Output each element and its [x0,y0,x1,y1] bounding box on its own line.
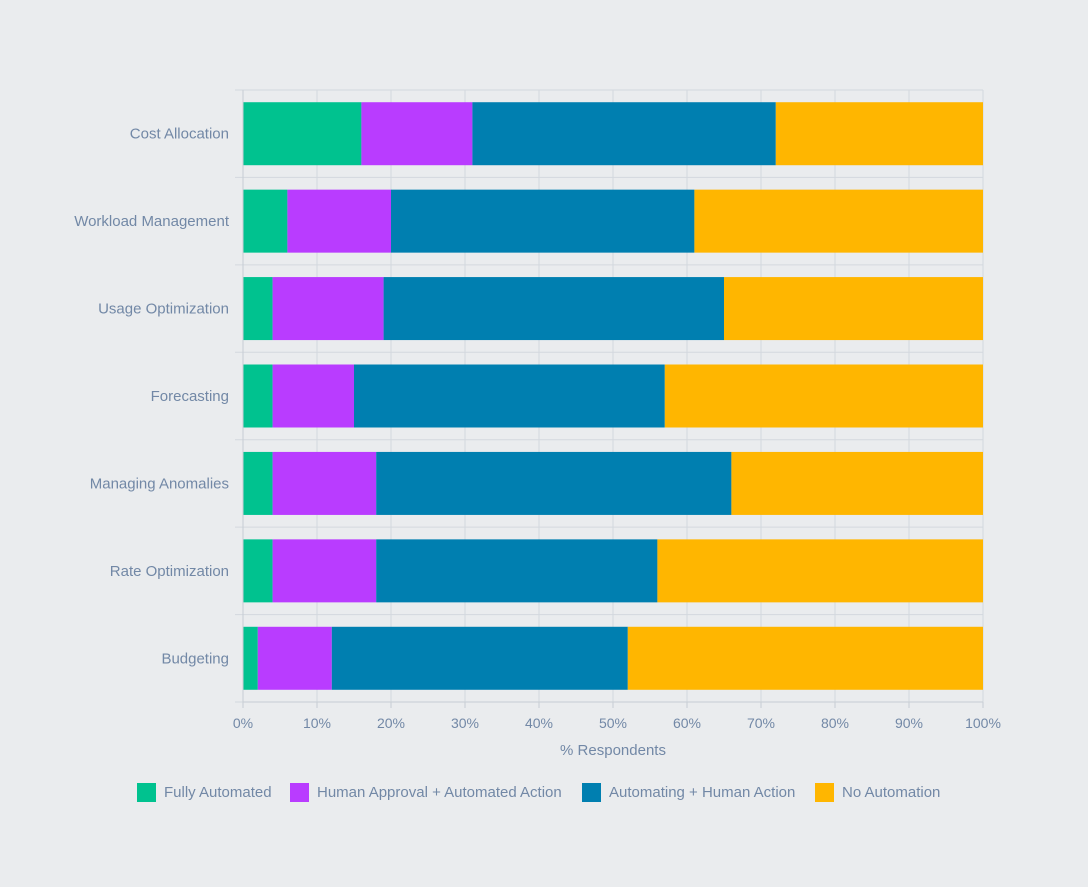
bar-segment [243,102,362,166]
bar-segment [243,364,273,428]
bar-segment [731,451,983,515]
legend-swatch [582,783,601,802]
legend-swatch [815,783,834,802]
bar-segment [657,539,983,603]
bar-segment [272,277,384,341]
x-tick-label: 40% [525,715,553,731]
category-label: Usage Optimization [98,301,229,318]
bar-segment [272,539,377,603]
bar-segment [354,364,665,428]
category-label: Forecasting [151,388,229,405]
bar-segment [724,277,983,341]
category-labels: Cost Allocation Workload Management Usage … [74,126,230,668]
bar-segment [376,451,732,515]
x-tick-label: 50% [599,715,627,731]
x-tick-label: 30% [451,715,479,731]
bar-segment [472,102,776,166]
bar-segment [331,626,628,690]
bar-segment [257,626,332,690]
x-tick-label: 90% [895,715,923,731]
legend-label: Automating + Human Action [609,784,795,801]
x-tick-label: 70% [747,715,775,731]
category-label: Budgeting [161,650,229,667]
bar-segment [664,364,983,428]
legend-label: Human Approval + Automated Action [317,784,562,801]
x-tick-label: 100% [965,715,1001,731]
bar-segment [243,626,258,690]
x-tick-labels: 0% 10% 20% 30% 40% 50% 60% 70% 80% 90% 100% [233,715,1001,731]
legend: Fully Automated Human Approval + Automate… [137,783,940,802]
bar-segment [775,102,983,166]
bar-segment [243,277,273,341]
axes [242,90,984,708]
legend-label: No Automation [842,784,940,801]
x-tick-label: 80% [821,715,849,731]
bar-segment [243,451,273,515]
bar-segment [243,189,288,253]
category-label: Workload Management [74,213,230,230]
bar-segment [383,277,724,341]
bar-segment [272,364,354,428]
bar-segment [627,626,983,690]
legend-swatch [290,783,309,802]
x-tick-label: 20% [377,715,405,731]
bars [243,102,983,690]
category-label: Rate Optimization [110,563,229,580]
category-label: Managing Anomalies [90,475,229,492]
legend-label: Fully Automated [164,784,272,801]
x-tick-label: 60% [673,715,701,731]
x-axis-title: % Respondents [560,742,666,759]
x-tick-label: 10% [303,715,331,731]
category-label: Cost Allocation [130,126,229,143]
bar-segment [243,539,273,603]
bar-segment [287,189,391,253]
bar-segment [376,539,658,603]
bar-segment [272,451,377,515]
legend-swatch [137,783,156,802]
bar-segment [361,102,473,166]
bar-segment [694,189,983,253]
bar-segment [391,189,695,253]
x-tick-label: 0% [233,715,253,731]
